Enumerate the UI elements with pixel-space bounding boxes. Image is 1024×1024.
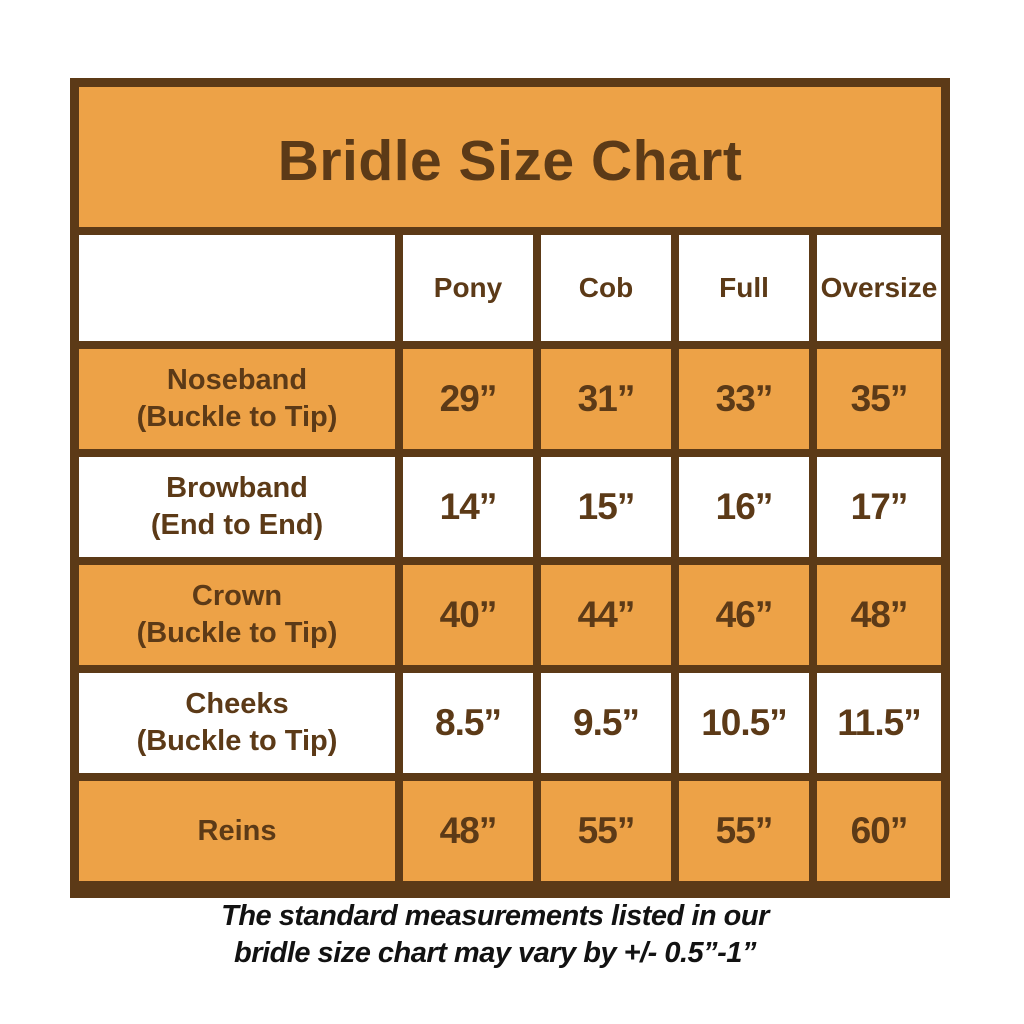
value-cell-crown-full: 46” [679, 565, 809, 665]
value-cell-cheeks-pony: 8.5” [403, 673, 533, 773]
header-cell-cob: Cob [541, 235, 671, 341]
value-cell-reins-full: 55” [679, 781, 809, 881]
header-cell-empty [79, 235, 395, 341]
value-cell-browband-cob: 15” [541, 457, 671, 557]
bridle-size-chart: Bridle Size Chart Pony Cob Full Oversize Nos… [70, 78, 950, 898]
value-cell-noseband-oversize: 35” [817, 349, 941, 449]
value-cell-noseband-cob: 31” [541, 349, 671, 449]
footnote: The standard measurements listed in our … [55, 898, 935, 972]
value-cell-crown-cob: 44” [541, 565, 671, 665]
value-cell-cheeks-oversize: 11.5” [817, 673, 941, 773]
header-cell-pony: Pony [403, 235, 533, 341]
footnote-line-1: The standard measurements listed in our [221, 900, 769, 932]
value-cell-reins-oversize: 60” [817, 781, 941, 881]
row-label-text: Cheeks [185, 688, 289, 720]
footnote-line-2: bridle size chart may vary by +/- 0.5”-1… [234, 937, 756, 969]
row-sublabel-text: (Buckle to Tip) [136, 401, 338, 433]
value-cell-crown-pony: 40” [403, 565, 533, 665]
value-cell-reins-pony: 48” [403, 781, 533, 881]
value-cell-browband-oversize: 17” [817, 457, 941, 557]
row-label-text: Noseband [166, 364, 308, 396]
row-sublabel-text: (Buckle to Tip) [136, 617, 338, 649]
value-cell-noseband-full: 33” [679, 349, 809, 449]
row-sublabel-text: (End to End) [150, 509, 324, 541]
row-label-text: Browband [166, 472, 308, 504]
value-cell-reins-cob: 55” [541, 781, 671, 881]
size-table: Pony Cob Full Oversize Noseband (Buckle to Ti… [79, 235, 941, 881]
row-label-text: Crown [191, 580, 283, 612]
value-cell-crown-oversize: 48” [817, 565, 941, 665]
header-cell-oversize: Oversize [817, 235, 941, 341]
value-cell-cheeks-full: 10.5” [679, 673, 809, 773]
row-label-browband: Browband (End to End) [79, 457, 395, 557]
value-cell-noseband-pony: 29” [403, 349, 533, 449]
chart-title-band: Bridle Size Chart [79, 87, 941, 235]
value-cell-browband-pony: 14” [403, 457, 533, 557]
header-cell-full: Full [679, 235, 809, 341]
value-cell-cheeks-cob: 9.5” [541, 673, 671, 773]
row-sublabel-text: (Buckle to Tip) [136, 725, 338, 757]
row-label-text: Reins [197, 814, 277, 847]
row-label-noseband: Noseband (Buckle to Tip) [79, 349, 395, 449]
row-label-reins: Reins [79, 781, 395, 881]
row-label-crown: Crown (Buckle to Tip) [79, 565, 395, 665]
row-label-cheeks: Cheeks (Buckle to Tip) [79, 673, 395, 773]
value-cell-browband-full: 16” [679, 457, 809, 557]
chart-title: Bridle Size Chart [277, 129, 743, 193]
